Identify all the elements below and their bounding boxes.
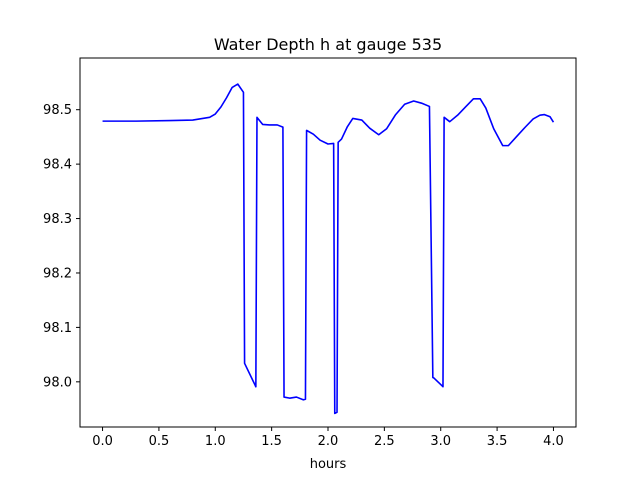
x-tick-label: 2.5 bbox=[374, 434, 395, 449]
y-tick-label: 98.1 bbox=[43, 321, 72, 336]
y-tick-label: 98.2 bbox=[43, 266, 72, 281]
x-tick-label: 1.5 bbox=[261, 434, 282, 449]
x-axis-title: hours bbox=[310, 457, 347, 472]
x-tick-label: 3.0 bbox=[430, 434, 451, 449]
x-axis: 0.0 0.5 1.0 1.5 2.0 2.5 3.0 3.5 4.0 bbox=[92, 427, 564, 449]
chart-title: Water Depth h at gauge 535 bbox=[214, 35, 442, 54]
plot-area bbox=[102, 83, 555, 415]
x-tick-label: 0.0 bbox=[92, 434, 113, 449]
x-tick-label: 2.0 bbox=[318, 434, 339, 449]
series-line-0 bbox=[102, 83, 555, 415]
x-tick-label: 4.0 bbox=[543, 434, 564, 449]
x-tick-label: 3.5 bbox=[487, 434, 508, 449]
y-tick-label: 98.4 bbox=[43, 158, 72, 173]
y-tick-label: 98.3 bbox=[43, 212, 72, 227]
y-tick-label: 98.5 bbox=[43, 103, 72, 118]
y-tick-label: 98.0 bbox=[43, 375, 72, 390]
y-axis: 98.0 98.1 98.2 98.3 98.4 98.5 bbox=[43, 103, 80, 390]
x-tick-label: 1.0 bbox=[205, 434, 226, 449]
x-tick-label: 0.5 bbox=[149, 434, 170, 449]
